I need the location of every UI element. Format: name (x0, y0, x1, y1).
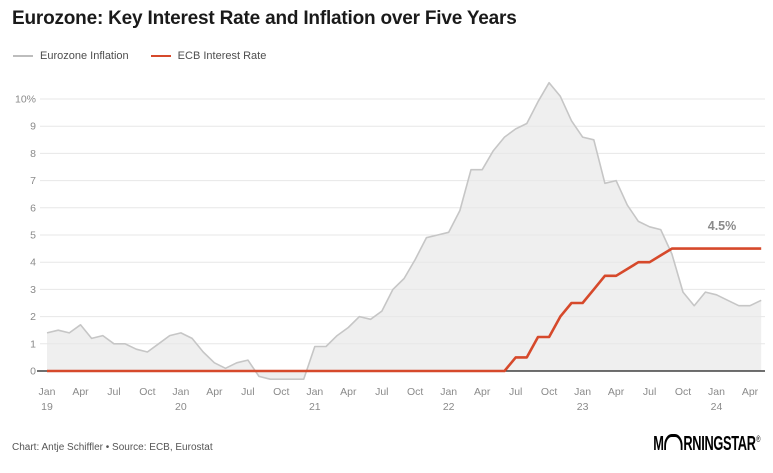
x-axis-tick-label: Jan (39, 386, 56, 398)
x-axis-tick-label: Jul (107, 386, 120, 398)
rate-line-swatch (150, 55, 171, 57)
x-axis-year-label: 23 (577, 401, 589, 413)
x-axis-tick-label: Jan (440, 386, 457, 398)
logo-text-m: M (652, 433, 664, 455)
legend-item-inflation: Eurozone Inflation (13, 50, 129, 62)
x-axis-tick-label: Oct (541, 386, 557, 398)
y-axis-tick-label: 8 (30, 148, 36, 160)
y-axis-tick-label: 2 (30, 311, 36, 323)
inflation-line-swatch (13, 55, 33, 57)
x-axis-tick-label: Jul (375, 386, 388, 398)
x-axis-tick-label: Jul (643, 386, 656, 398)
y-axis-tick-label: 6 (30, 202, 36, 214)
x-axis-tick-label: Jan (306, 386, 323, 398)
legend-label-rate: ECB Interest Rate (177, 50, 267, 62)
x-axis-tick-label: Oct (675, 386, 691, 398)
x-axis-tick-label: Oct (407, 386, 423, 398)
y-axis-tick-label: 0 (30, 366, 36, 378)
x-axis-tick-label: Apr (742, 386, 759, 398)
y-axis-tick-label: 9 (30, 121, 36, 133)
x-axis-tick-label: Jan (708, 386, 725, 398)
inflation-area (47, 82, 762, 380)
x-axis-year-label: 22 (443, 401, 455, 413)
x-axis-year-label: 19 (41, 401, 53, 413)
y-axis-tick-label: 4 (30, 257, 36, 269)
legend-item-rate: ECB Interest Rate (150, 50, 267, 62)
chart-credit: Chart: Antje Schiffler • Source: ECB, Eu… (12, 442, 213, 453)
y-axis-tick-label: 1 (30, 338, 36, 350)
x-axis-tick-label: Jul (241, 386, 254, 398)
y-axis-tick-label: 5 (30, 230, 36, 242)
x-axis-tick-label: Apr (474, 386, 491, 398)
registered-mark: ® (756, 434, 760, 445)
x-axis-tick-label: Apr (72, 386, 89, 398)
x-axis-year-label: 20 (175, 401, 187, 413)
rate-line (47, 247, 762, 373)
x-axis-year-label: 21 (309, 401, 321, 413)
morningstar-o-arc-icon (663, 434, 683, 450)
x-axis-tick-label: Oct (273, 386, 289, 398)
x-axis-tick-label: Apr (206, 386, 223, 398)
x-axis-year-label: 24 (711, 401, 723, 413)
logo-text-rest: RNINGSTAR (683, 433, 756, 455)
y-axis-tick-label: 7 (30, 175, 36, 187)
rate-value-annotation: 4.5% (708, 219, 737, 233)
x-axis-tick-label: Jan (172, 386, 189, 398)
x-axis-tick-label: Apr (340, 386, 357, 398)
legend: Eurozone Inflation ECB Interest Rate (13, 50, 266, 62)
inflation-line (46, 81, 762, 381)
legend-label-inflation: Eurozone Inflation (40, 50, 129, 62)
x-axis-tick-label: Jan (574, 386, 591, 398)
morningstar-logo: M RNINGSTAR® (653, 433, 760, 456)
x-axis-tick-label: Oct (139, 386, 155, 398)
x-axis-tick-label: Jul (509, 386, 522, 398)
x-axis-tick-label: Apr (608, 386, 625, 398)
y-axis-tick-label: 10% (15, 94, 36, 106)
y-axis-tick-label: 3 (30, 284, 36, 296)
chart-title: Eurozone: Key Interest Rate and Inflatio… (12, 8, 517, 29)
